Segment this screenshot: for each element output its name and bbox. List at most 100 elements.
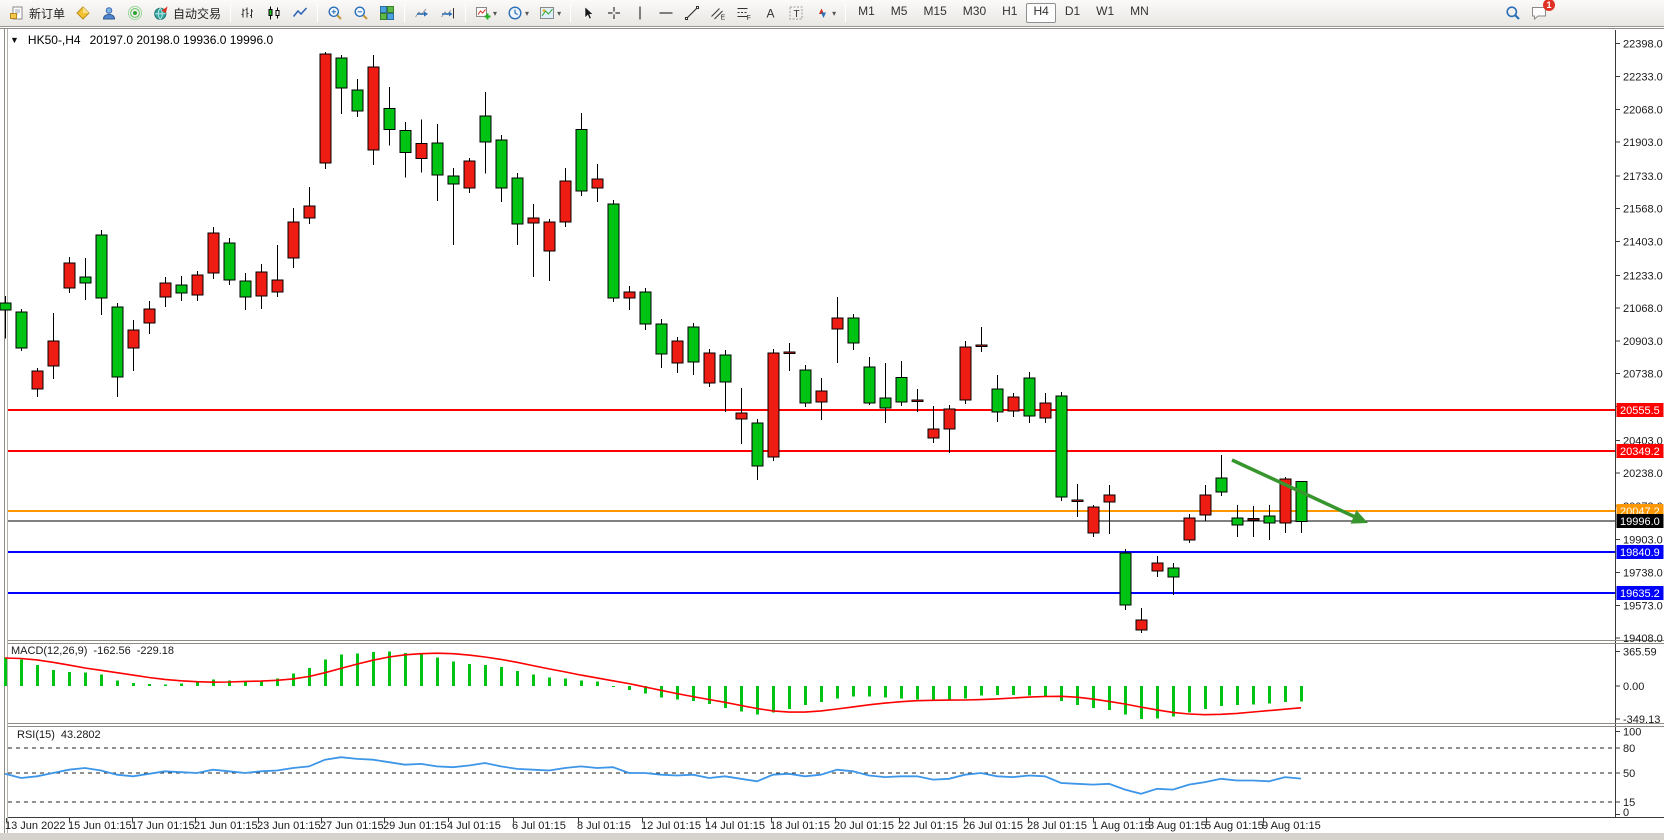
template-icon: [540, 7, 555, 19]
timeframe-m1-button[interactable]: M1: [858, 4, 875, 18]
arrows-button[interactable]: ▾: [810, 2, 840, 24]
candle: [1199, 494, 1212, 516]
shift-icon: [441, 8, 455, 19]
svg-text:20 Jul 01:15: 20 Jul 01:15: [834, 820, 894, 832]
candle: [1023, 377, 1036, 417]
candle: [143, 308, 156, 324]
chart-window-button[interactable]: [71, 2, 95, 24]
vertical-line-button[interactable]: [628, 2, 652, 24]
rsi-line: [4, 756, 1302, 795]
timeframe-h1-button[interactable]: H1: [1002, 4, 1018, 18]
svg-text:22233.0: 22233.0: [1623, 72, 1663, 84]
candle: [863, 366, 876, 404]
cursor-button[interactable]: [576, 2, 600, 24]
candle: [927, 428, 940, 439]
person-icon: [103, 7, 116, 20]
candle: [223, 242, 236, 281]
labelT-icon: T: [789, 6, 803, 20]
candle: [671, 340, 684, 364]
auto-trading-button[interactable]: 自动交易: [149, 2, 225, 24]
support-resistance-lines[interactable]: [8, 409, 1615, 594]
trend-arrow[interactable]: [1231, 458, 1368, 524]
text-button[interactable]: A: [758, 2, 782, 24]
candle: [1055, 395, 1068, 498]
candle: [1183, 517, 1196, 541]
svg-text:13 Jun 2022: 13 Jun 2022: [5, 820, 66, 832]
rsi-axis-labels: 100 80 50 150: [1615, 727, 1641, 819]
chat-button[interactable]: 1: [1527, 0, 1555, 24]
svg-text:22398.0: 22398.0: [1623, 39, 1663, 51]
search-button[interactable]: [1501, 2, 1525, 24]
equidistant-channel-button[interactable]: E: [706, 2, 730, 24]
svg-text:100: 100: [1623, 727, 1641, 739]
candle: [271, 279, 284, 293]
candle: [607, 203, 620, 299]
market-watch-button[interactable]: [97, 2, 121, 24]
horizontal-line-button[interactable]: [654, 2, 678, 24]
trend-icon: [685, 6, 700, 20]
candlestick-chart-button[interactable]: [262, 2, 286, 24]
cross-icon: [608, 7, 621, 19]
chart-shift-button[interactable]: [436, 2, 460, 24]
crosshair-button[interactable]: [602, 2, 626, 24]
toolbar-separator: [317, 4, 319, 22]
candle: [495, 139, 508, 189]
candlestick-series: [0, 52, 1308, 633]
fibonacci-button[interactable]: F: [732, 2, 756, 24]
dropdown-caret-icon: ▾: [557, 8, 562, 18]
indicators-button[interactable]: ▾: [471, 2, 501, 24]
timeframe-m30-button[interactable]: M30: [962, 4, 987, 18]
zoom-out-button[interactable]: [349, 2, 373, 24]
timeframe-w1-button[interactable]: W1: [1096, 4, 1115, 18]
svg-text:19996.0: 19996.0: [1620, 516, 1660, 528]
signals-button[interactable]: [123, 2, 147, 24]
candle: [255, 271, 268, 297]
svg-text:19573.0: 19573.0: [1623, 600, 1663, 612]
line-chart-button[interactable]: [288, 2, 312, 24]
candle: [527, 217, 540, 224]
tile-windows-button[interactable]: [375, 2, 399, 24]
timeframe-mn-button[interactable]: MN: [1130, 4, 1149, 18]
svg-text:1 Aug 01:15: 1 Aug 01:15: [1092, 820, 1151, 832]
dropdown-caret-icon: ▾: [493, 8, 498, 18]
timeframe-m5-button[interactable]: M5: [890, 4, 908, 18]
trendline-button[interactable]: [680, 2, 704, 24]
candle: [191, 274, 204, 296]
periods-button[interactable]: ▾: [503, 2, 533, 24]
one-click-trading-toggle[interactable]: ▼: [10, 35, 19, 45]
timeframe-d1-button[interactable]: D1: [1064, 4, 1081, 18]
svg-text:23 Jun 01:15: 23 Jun 01:15: [257, 820, 321, 832]
candle: [735, 412, 748, 420]
templates-button[interactable]: ▾: [535, 2, 565, 24]
macd-histogram: [4, 651, 1303, 720]
tiles-icon: [380, 6, 395, 20]
dropdown-caret-icon: ▾: [525, 8, 530, 18]
candle: [591, 178, 604, 189]
timeframe-m15-button[interactable]: M15: [923, 4, 947, 18]
auto-scroll-button[interactable]: [410, 2, 434, 24]
fibo-icon: F: [737, 8, 751, 21]
rsi-indicator-label: RSI(15) 43.2802: [11, 729, 101, 741]
svg-text:21903.0: 21903.0: [1623, 137, 1663, 149]
timeframe-h4-button[interactable]: H4: [1026, 3, 1056, 23]
candle: [559, 180, 572, 223]
candle: [0, 302, 12, 311]
candle: [447, 175, 460, 185]
zoom-in-button[interactable]: [323, 2, 347, 24]
svg-text:5 Aug 01:15: 5 Aug 01:15: [1205, 820, 1264, 832]
clock-icon: [508, 6, 522, 20]
bar-chart-button[interactable]: [236, 2, 260, 24]
candle: [879, 397, 892, 409]
new-order-button[interactable]: 新订单: [5, 2, 69, 24]
candle: [1039, 402, 1052, 419]
zoomout-icon: [354, 6, 368, 20]
candle: [959, 346, 972, 401]
svg-text:20238.0: 20238.0: [1623, 468, 1663, 480]
candle: [655, 323, 668, 355]
globe-icon: [154, 6, 168, 20]
candle: [95, 234, 108, 299]
candle: [479, 115, 492, 143]
text-label-button[interactable]: T: [784, 2, 808, 24]
